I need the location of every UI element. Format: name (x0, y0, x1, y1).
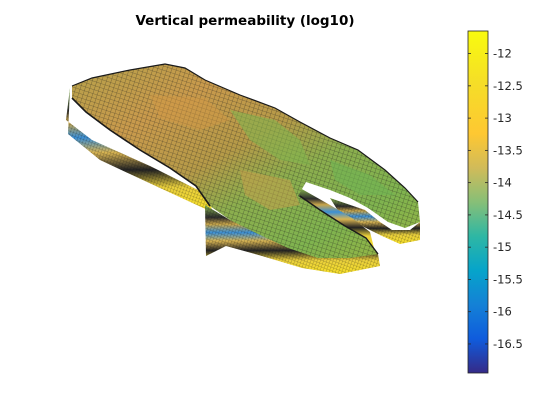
colorbar-tick-label: -12.5 (493, 79, 523, 93)
colorbar-gradient (467, 30, 489, 374)
colorbar-tick-label: -14.5 (493, 208, 523, 222)
colorbar-tick-label: -12 (493, 47, 512, 61)
colorbar-tick-label: -15.5 (493, 272, 523, 286)
reservoir-model (66, 63, 420, 274)
colorbar-ticks: -12 -12.5 -13 -13.5 -14 -14.5 -15 -15.5 -16 -16.5 (468, 47, 523, 351)
colorbar-tick-label: -15 (493, 240, 512, 254)
colorbar-tick-label: -14 (493, 176, 512, 190)
colorbar (467, 30, 489, 374)
colorbar-tick-label: -16 (493, 305, 512, 319)
colorbar-tick-label: -13 (493, 111, 512, 125)
colorbar-tick-label: -13.5 (493, 143, 523, 157)
colorbar-tick-label: -16.5 (493, 337, 523, 351)
chart-title: Vertical permeability (log10) (135, 13, 354, 29)
